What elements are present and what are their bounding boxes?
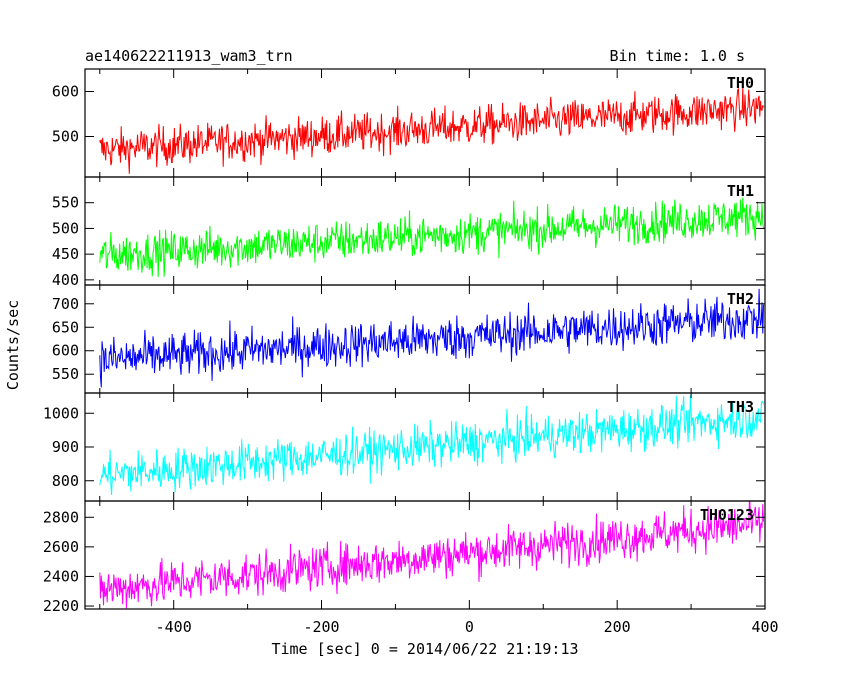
- panel-th3: 800 900 1000 TH3: [43, 392, 766, 502]
- series-line-th2: [99, 288, 764, 388]
- y-tick-label: 600: [52, 83, 79, 101]
- y-tick-label: 400: [52, 271, 79, 289]
- y-tick-label: 2400: [43, 567, 79, 585]
- panel-th1: 400 450 500 550 TH1: [52, 176, 766, 289]
- file-title: ae140622211913_wam3_trn: [85, 47, 293, 65]
- series-line-th1: [99, 197, 764, 278]
- series-line-th0123: [99, 501, 764, 609]
- panel-label-th1: TH1: [727, 182, 754, 200]
- y-tick-label: 500: [52, 219, 79, 237]
- x-axis: -400 -200 0 200 400: [156, 618, 779, 636]
- x-tick-label: 400: [751, 618, 778, 636]
- panels-group: 500 600 TH0 400 450 500 550 TH1 550 600 650 700 TH2 8…: [43, 68, 766, 615]
- panel-label-th0123: TH0123: [700, 506, 754, 524]
- y-tick-label: 450: [52, 245, 79, 263]
- panel-label-th0: TH0: [727, 74, 754, 92]
- panel-label-th2: TH2: [727, 290, 754, 308]
- y-axis-label: Counts/sec: [4, 300, 22, 390]
- x-tick-label: -200: [303, 618, 339, 636]
- y-tick-label: 2800: [43, 508, 79, 526]
- y-tick-label: 700: [52, 295, 79, 313]
- panel-frame: [84, 500, 766, 610]
- panel-th0123: 2200 2400 2600 2800 TH0123: [43, 500, 766, 615]
- y-tick-label: 1000: [43, 404, 79, 422]
- bin-time-label: Bin time: 1.0 s: [610, 47, 745, 65]
- y-tick-label: 650: [52, 318, 79, 336]
- series-line-th0: [99, 86, 764, 174]
- panel-label-th3: TH3: [727, 398, 754, 416]
- x-tick-label: -400: [156, 618, 192, 636]
- y-tick-label: 500: [52, 128, 79, 146]
- x-tick-label: 200: [604, 618, 631, 636]
- x-axis-label: Time [sec] 0 = 2014/06/22 21:19:13: [271, 640, 578, 658]
- panel-th0: 500 600 TH0: [52, 68, 766, 178]
- y-tick-label: 550: [52, 365, 79, 383]
- y-tick-label: 600: [52, 342, 79, 360]
- y-tick-label: 2600: [43, 538, 79, 556]
- x-tick-label: 0: [465, 618, 474, 636]
- series-line-th3: [99, 394, 764, 495]
- y-tick-label: 550: [52, 194, 79, 212]
- y-tick-label: 900: [52, 438, 79, 456]
- panel-th2: 550 600 650 700 TH2: [52, 284, 766, 394]
- y-tick-label: 800: [52, 472, 79, 490]
- y-tick-label: 2200: [43, 597, 79, 615]
